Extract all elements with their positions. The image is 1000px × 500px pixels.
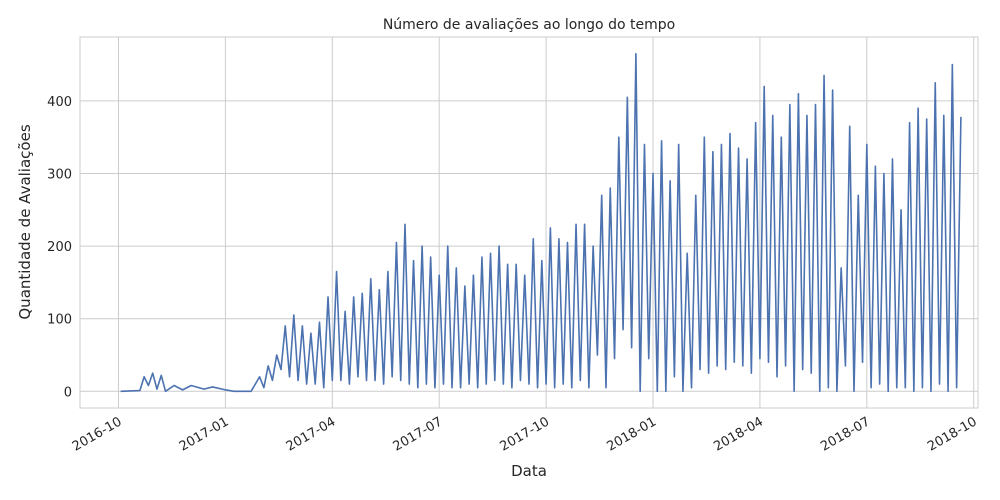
x-tick-label: 2018-07 <box>818 414 873 454</box>
x-tick-label: 2018-01 <box>604 414 659 454</box>
x-tick-label: 2017-04 <box>284 414 339 454</box>
x-tick-label: 2017-07 <box>391 414 446 454</box>
x-tick-label: 2018-10 <box>925 414 980 454</box>
y-tick-label: 400 <box>47 95 72 110</box>
y-tick-label: 300 <box>47 167 72 182</box>
y-axis-label: Quantidade de Avaliações <box>16 124 34 319</box>
plot-frame <box>79 36 979 409</box>
y-tick-label: 0 <box>64 385 72 400</box>
x-tick-label: 2017-01 <box>177 414 232 454</box>
plot <box>120 52 962 393</box>
x-tick-label: 2018-04 <box>711 414 766 454</box>
y-tick-label: 100 <box>47 313 72 328</box>
x-tick-label: 2016-10 <box>70 414 125 454</box>
data-line <box>120 52 962 393</box>
x-axis-label: Data <box>511 462 547 480</box>
y-tick-label: 200 <box>47 240 72 255</box>
grid <box>80 37 978 408</box>
x-tick-label: 2017-10 <box>498 414 553 454</box>
chart-title: Número de avaliações ao longo do tempo <box>383 17 675 33</box>
